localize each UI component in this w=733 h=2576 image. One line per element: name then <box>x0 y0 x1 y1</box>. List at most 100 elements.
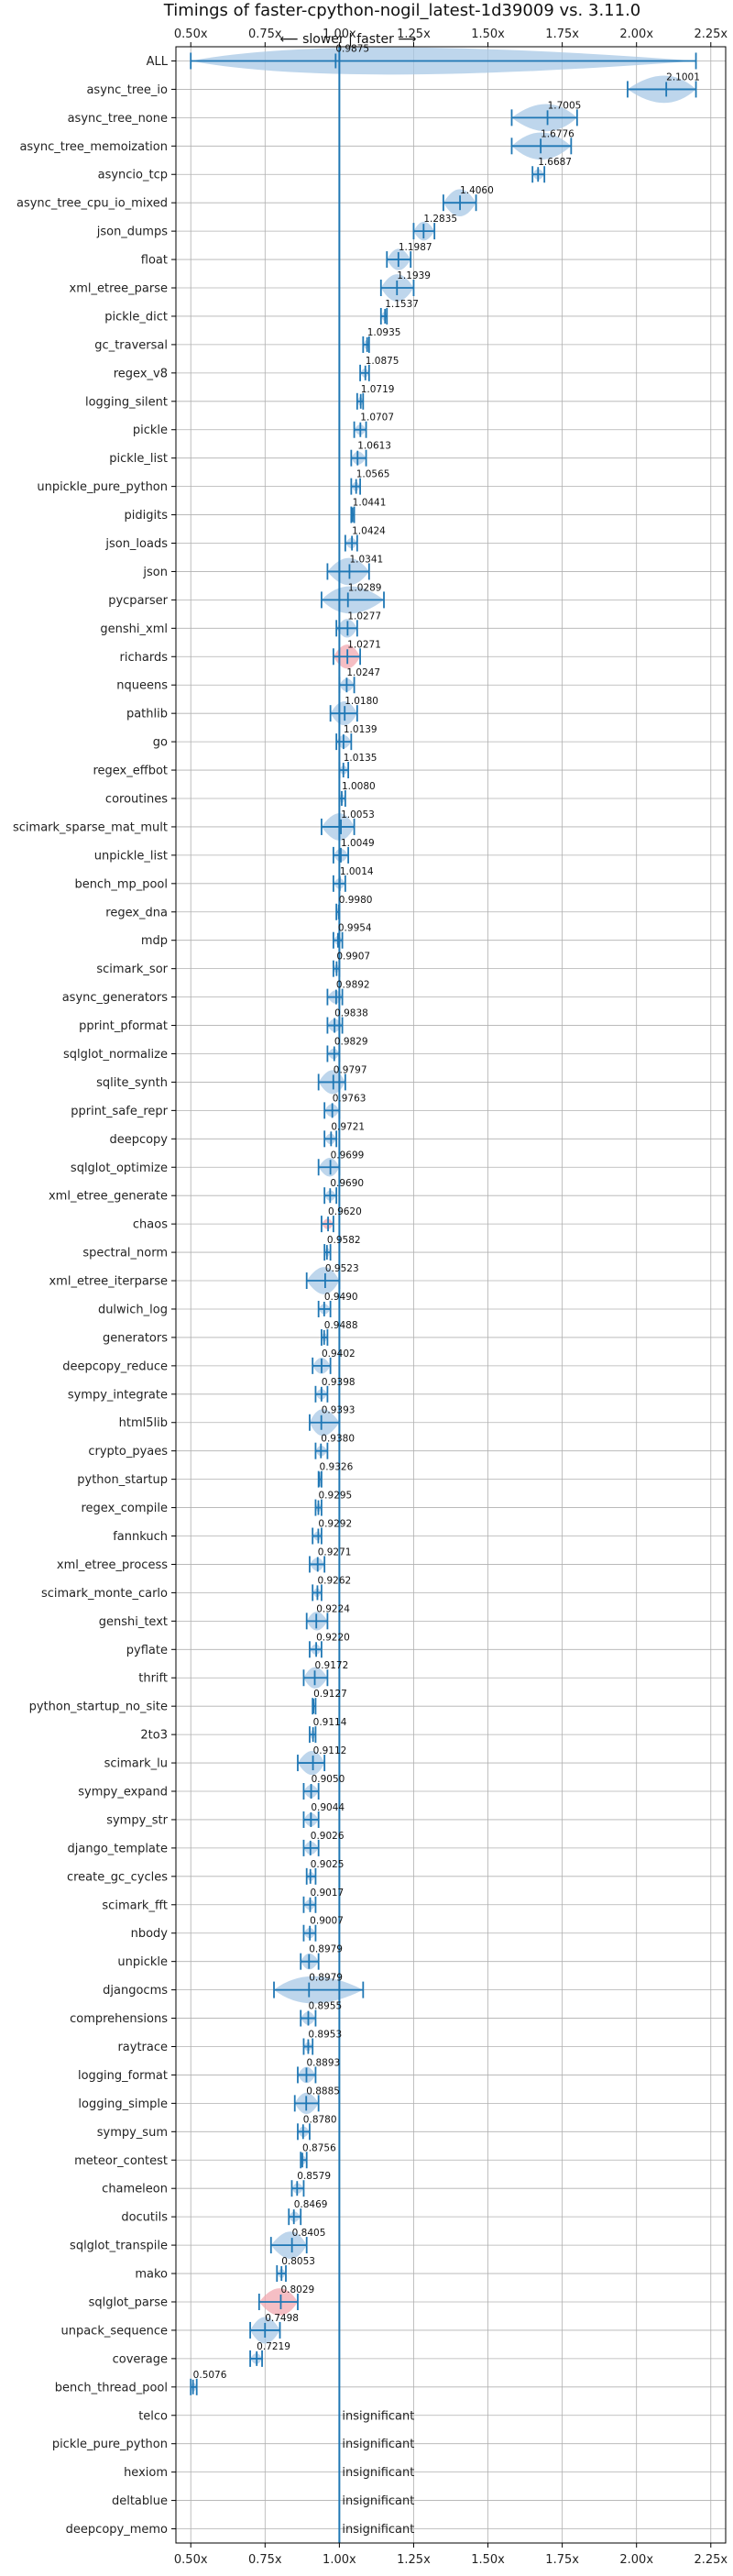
value-label: 1.0135 <box>344 753 377 764</box>
insignificant-label: insignificant <box>342 2494 414 2508</box>
value-label: 1.0441 <box>353 498 387 509</box>
value-label: 1.6687 <box>538 157 572 168</box>
category-label: async_generators <box>62 991 169 1005</box>
value-label: 0.8053 <box>281 2256 315 2267</box>
category-label: scimark_lu <box>104 1757 168 1771</box>
value-label: 0.9112 <box>313 1745 347 1756</box>
chart-title: Timings of faster-cpython-nogil_latest-1… <box>163 1 641 20</box>
value-label: 0.8893 <box>306 2057 340 2068</box>
category-label: regex_dna <box>105 906 168 919</box>
category-label: xml_etree_parse <box>70 282 168 296</box>
value-label: 0.9699 <box>331 1150 365 1161</box>
category-label: genshi_text <box>99 1615 168 1629</box>
category-label: sympy_expand <box>78 1786 168 1800</box>
value-label: 0.9523 <box>325 1263 359 1274</box>
category-label: sqlite_synth <box>96 1076 168 1090</box>
value-label: 0.9954 <box>338 923 372 934</box>
category-label: unpickle <box>117 1955 168 1969</box>
value-label: 1.0271 <box>347 639 381 650</box>
value-label: 0.9007 <box>310 1916 344 1927</box>
category-label: meteor_contest <box>74 2154 168 2168</box>
value-label: 0.9907 <box>336 952 370 963</box>
value-label: 1.0139 <box>344 724 377 735</box>
grid <box>176 47 726 2543</box>
category-label: chameleon <box>102 2183 168 2196</box>
value-label: 0.9172 <box>315 1660 349 1671</box>
insignificant-label: insignificant <box>342 2409 414 2423</box>
value-label: 0.9026 <box>311 1831 345 1842</box>
value-label: 0.9690 <box>330 1178 364 1189</box>
category-label: richards <box>120 651 169 665</box>
category-label: scimark_sor <box>96 963 168 976</box>
category-label: coverage <box>113 2352 168 2366</box>
xtick-label-top: 1.75x <box>545 28 579 41</box>
category-label: xml_etree_generate <box>49 1190 168 1204</box>
value-label: 1.0049 <box>341 838 375 849</box>
category-label: pidigits <box>125 509 169 523</box>
value-label: 0.9114 <box>313 1717 347 1728</box>
value-label: 1.0565 <box>356 469 390 480</box>
xtick-label-top: 2.00x <box>619 28 653 41</box>
category-label: python_startup <box>77 1473 168 1487</box>
xtick-label-bottom: 1.75x <box>545 2553 579 2567</box>
category-label: sympy_integrate <box>68 1388 168 1402</box>
value-label: 1.0424 <box>352 526 386 537</box>
category-label: async_tree_memoization <box>19 140 168 154</box>
category-label: deepcopy_reduce <box>62 1360 168 1373</box>
category-label: bench_thread_pool <box>55 2381 168 2394</box>
category-label: logging_silent <box>85 395 168 409</box>
value-label: 0.9488 <box>324 1320 358 1331</box>
category-label: scimark_monte_carlo <box>41 1587 168 1601</box>
category-label: thrift <box>138 1672 168 1686</box>
value-label: 0.9721 <box>331 1121 365 1132</box>
value-label: 0.9393 <box>322 1405 356 1416</box>
plot-frame <box>175 46 727 2544</box>
category-label: scimark_fft <box>102 1899 168 1912</box>
value-label: 0.9980 <box>339 895 373 906</box>
value-label: 1.0080 <box>342 781 376 792</box>
category-label: create_gc_cycles <box>67 1870 168 1884</box>
category-label: deepcopy_memo <box>66 2523 168 2537</box>
category-label: pathlib <box>126 708 168 721</box>
category-label: mako <box>135 2268 168 2282</box>
category-label: bench_mp_pool <box>74 877 168 891</box>
value-label: 0.8955 <box>308 2001 342 2012</box>
value-label: 1.0289 <box>348 582 382 593</box>
value-label: 1.0277 <box>347 611 381 622</box>
value-label: 1.0875 <box>366 356 399 367</box>
value-label: 0.9763 <box>333 1093 366 1104</box>
value-label: 0.9295 <box>319 1491 353 1502</box>
category-label: docutils <box>121 2211 168 2225</box>
category-label: go <box>153 736 168 750</box>
category-label: sqlglot_normalize <box>63 1048 168 1062</box>
xtick-label-bottom: 1.50x <box>471 2553 505 2567</box>
category-label: unpack_sequence <box>60 2324 168 2338</box>
category-label: nbody <box>131 1927 169 1941</box>
xtick-label-bottom: 0.75x <box>248 2553 282 2567</box>
value-label: 0.9838 <box>334 1008 368 1019</box>
value-label: 0.8979 <box>309 1944 343 1955</box>
category-label: pyflate <box>126 1644 168 1657</box>
category-label: chaos <box>133 1218 168 1232</box>
category-label: regex_compile <box>81 1502 168 1515</box>
value-label: 1.0707 <box>360 413 394 424</box>
value-label: 0.9398 <box>322 1377 356 1388</box>
value-label: 0.8885 <box>306 2086 340 2097</box>
category-label: scimark_sparse_mat_mult <box>13 820 168 834</box>
category-label: logging_format <box>78 2069 168 2083</box>
xtick-label-top: 1.50x <box>471 28 505 41</box>
category-label: djangocms <box>103 1984 168 1998</box>
category-label: async_tree_cpu_io_mixed <box>16 197 168 211</box>
category-label: fannkuch <box>113 1530 168 1544</box>
category-label: crypto_pyaes <box>88 1445 168 1459</box>
xtick-label-bottom: 1.25x <box>397 2553 431 2567</box>
value-label: 0.8405 <box>292 2228 326 2239</box>
value-label: 0.9326 <box>320 1462 354 1473</box>
category-label: comprehensions <box>70 2012 168 2026</box>
category-label: pickle_list <box>109 452 168 466</box>
category-label: async_tree_io <box>86 83 168 97</box>
value-label: 0.9262 <box>317 1575 351 1586</box>
category-label: django_template <box>68 1842 168 1855</box>
category-label: json_dumps <box>96 226 168 239</box>
category-label: ALL <box>147 55 169 69</box>
